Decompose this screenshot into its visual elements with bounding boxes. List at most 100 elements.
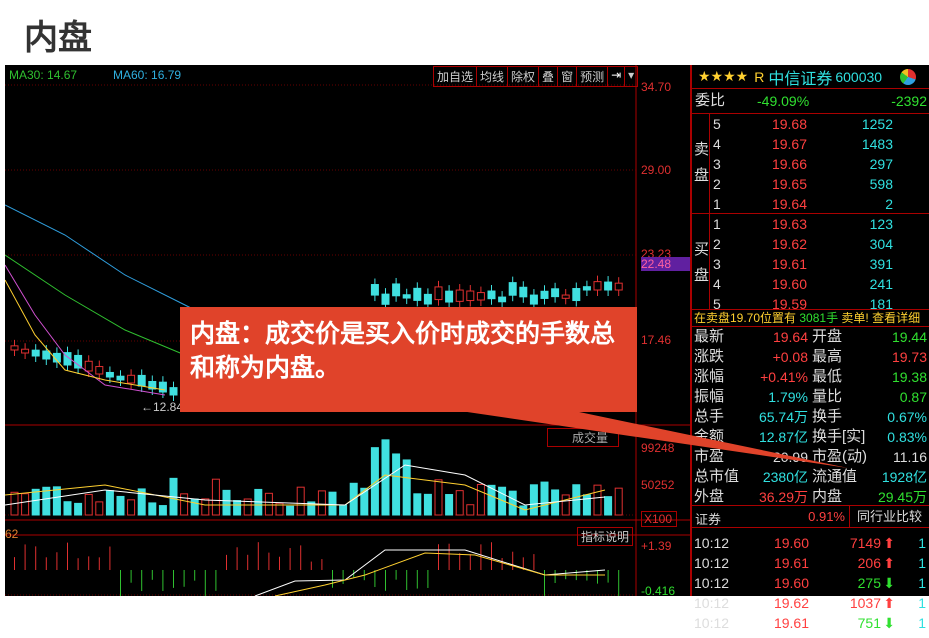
kline-chart[interactable]: MA30: 14.67 MA60: 16.79 加自选 均线 除权 叠 窗 预测… xyxy=(4,65,690,598)
stat-label: 市盈 xyxy=(694,448,725,465)
tick-time: 10:12 xyxy=(694,575,730,591)
volume-bar xyxy=(498,486,507,516)
candle-body xyxy=(84,360,93,372)
stat-label: 内盘 xyxy=(812,488,843,505)
arrow-up-icon: ⬆ xyxy=(883,535,895,551)
volume-bar xyxy=(519,505,528,516)
buy-price[interactable]: 19.63 xyxy=(771,216,807,232)
arrow-down-icon: ⬇ xyxy=(883,615,895,631)
sell-price[interactable]: 19.67 xyxy=(771,136,807,152)
ma-button[interactable]: 均线 xyxy=(477,67,509,86)
volume-bar xyxy=(84,493,93,516)
sell-price[interactable]: 19.64 xyxy=(771,196,807,212)
candle-body xyxy=(31,349,40,357)
stat-label: 开盘 xyxy=(812,328,843,345)
candle-body xyxy=(10,345,19,351)
candle-body xyxy=(413,287,422,301)
volume-bar xyxy=(445,494,454,516)
stock-code: 600030 xyxy=(835,68,883,85)
chart-canvas xyxy=(4,65,690,598)
axis-label: 50252 xyxy=(641,478,675,492)
candle-body xyxy=(21,348,30,354)
volume-bar xyxy=(63,501,72,516)
r-badge: R xyxy=(754,68,765,85)
buy-volume: 304 xyxy=(869,236,893,252)
stat-value: 0.87 xyxy=(899,389,927,405)
volume-bar xyxy=(264,492,273,516)
volume-bar xyxy=(413,493,422,516)
candle-body xyxy=(402,294,411,299)
volume-bar xyxy=(180,493,189,516)
pie-chart-icon[interactable] xyxy=(900,68,917,85)
current-price-label: 22.48 xyxy=(641,257,690,271)
buy-level: 3 xyxy=(713,256,721,272)
volume-bar xyxy=(360,487,369,516)
stat-value: 19.73 xyxy=(891,349,927,365)
stat-value: 2380亿 xyxy=(762,469,808,485)
window-button[interactable]: 窗 xyxy=(558,67,578,86)
candle-body xyxy=(116,375,125,381)
sell-price[interactable]: 19.66 xyxy=(771,156,807,172)
indicator-help-button[interactable]: 指标说明 xyxy=(577,527,634,546)
tick-price: 19.62 xyxy=(773,595,809,611)
buy-price[interactable]: 19.59 xyxy=(771,296,807,312)
arrow-up-icon: ⬆ xyxy=(883,595,895,611)
tick-price: 19.61 xyxy=(773,615,809,631)
candle-body xyxy=(593,281,602,291)
volume-bar xyxy=(31,488,40,516)
buy-price[interactable]: 19.62 xyxy=(771,236,807,252)
buy-volume: 123 xyxy=(869,216,893,232)
industry-compare-button[interactable]: 同行业比较 xyxy=(849,506,929,527)
order-notice[interactable]: 在卖盘19.70位置有 3081手 卖单! 查看详细 xyxy=(692,310,929,326)
candle-body xyxy=(445,290,454,303)
candle-body xyxy=(561,294,570,299)
order-book: 委比 -49.09% -2392 卖盘 买盘 5 19.68 1252 4 19.6… xyxy=(692,89,929,312)
candle-body xyxy=(423,293,432,305)
volume-bar xyxy=(434,479,443,516)
axis-label: 29.00 xyxy=(641,163,672,177)
candle-body xyxy=(158,381,167,393)
callout-pointer xyxy=(440,408,848,468)
buy-price[interactable]: 19.60 xyxy=(771,276,807,292)
expand-icon[interactable]: ⇥ xyxy=(608,67,626,86)
stat-value: 1.79% xyxy=(768,389,808,405)
volume-bar xyxy=(370,447,379,516)
candle-body xyxy=(508,282,517,296)
stat-label: 总手 xyxy=(694,408,725,425)
quote-panel: ★★★★ R 中信证券 600030 委比 -49.09% -2392 卖盘 买… xyxy=(690,65,929,631)
buy-price[interactable]: 19.61 xyxy=(771,256,807,272)
ex-rights-button[interactable]: 除权 xyxy=(508,67,540,86)
chart-toolbar: 加自选 均线 除权 叠 窗 预测 ⇥ ▾ xyxy=(433,66,639,87)
overlay-button[interactable]: 叠 xyxy=(539,67,559,86)
volume-bar xyxy=(392,453,401,516)
arrow-up-icon: ⬆ xyxy=(883,555,895,571)
sector-pct: 0.91% xyxy=(808,509,845,524)
candle-body xyxy=(614,282,623,291)
tick-time: 10:12 xyxy=(694,615,730,631)
ma30-line xyxy=(4,254,186,356)
add-watchlist-button[interactable]: 加自选 xyxy=(434,67,478,86)
ma20-line xyxy=(4,264,166,396)
tick-price: 19.61 xyxy=(773,555,809,571)
buy-level: 5 xyxy=(713,296,721,312)
buy-level: 2 xyxy=(713,236,721,252)
sell-price[interactable]: 19.65 xyxy=(771,176,807,192)
chevron-down-icon[interactable]: ▾ xyxy=(628,68,635,82)
sell-level: 1 xyxy=(713,196,721,212)
candle-body xyxy=(529,294,538,305)
page-title: 内盘 xyxy=(24,18,92,58)
volume-bar xyxy=(137,488,146,516)
volume-bar xyxy=(540,481,549,516)
tick-volume: 1037 xyxy=(849,595,881,611)
tick-time: 10:12 xyxy=(694,555,730,571)
stat-label: 换手[实] xyxy=(812,428,866,445)
axis-label: -0.416 xyxy=(641,584,676,598)
candle-body xyxy=(455,289,464,302)
sell-price[interactable]: 19.68 xyxy=(771,116,807,132)
predict-button[interactable]: 预测 xyxy=(577,67,609,86)
arrow-down-icon: ⬇ xyxy=(883,575,895,591)
tick-count: 1 xyxy=(918,535,926,551)
axis-label: 17.46 xyxy=(641,333,672,347)
stat-label: 涨幅 xyxy=(694,368,725,385)
stat-label: 振幅 xyxy=(694,388,725,405)
